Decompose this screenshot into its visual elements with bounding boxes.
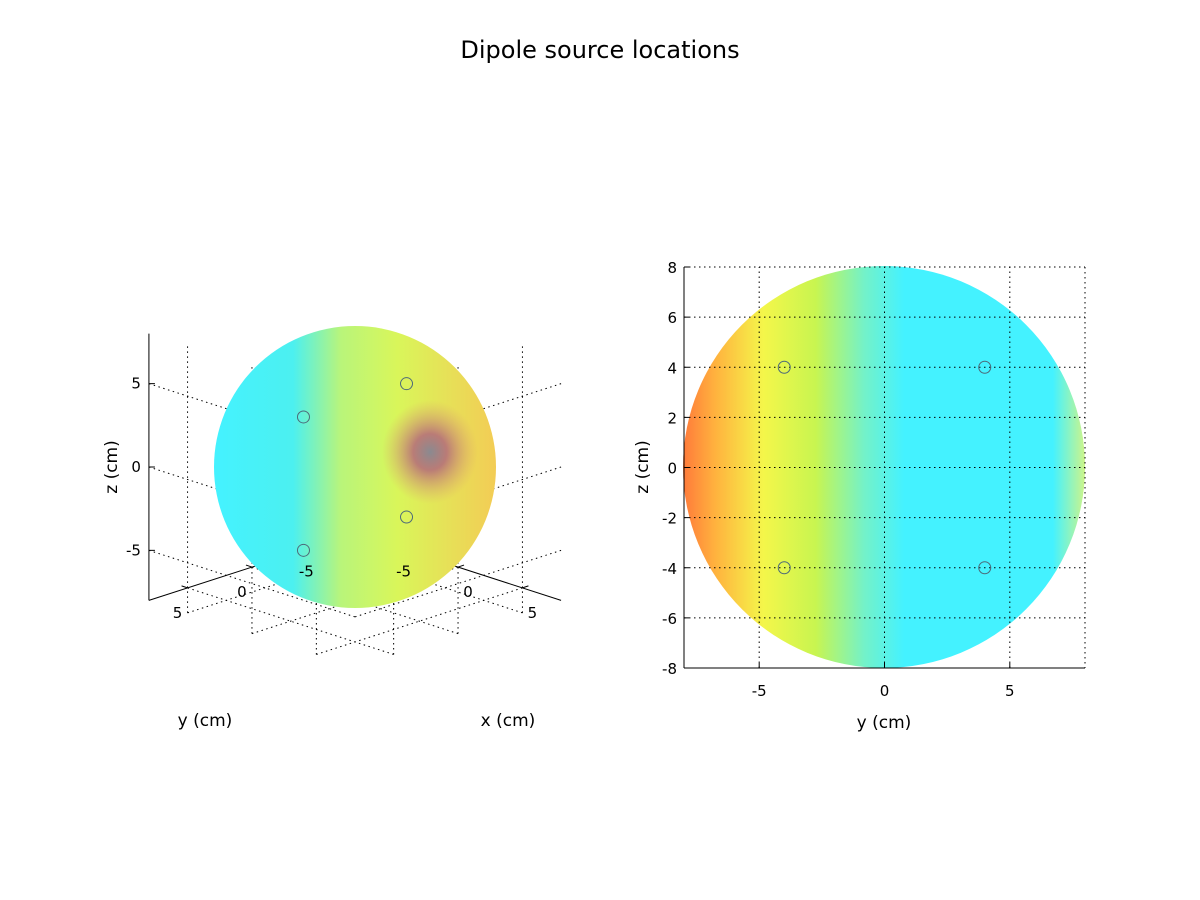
- y-tick-label-2d: -2: [662, 510, 677, 528]
- y-tick-label-2d: -8: [662, 660, 677, 678]
- tick-labels-3d: -5 0 5 -5 0 5 -5 0 5: [126, 375, 537, 622]
- y-tick-3d: [245, 564, 253, 568]
- grid-line-3d: [316, 587, 523, 655]
- y-tick-label-2d: 2: [667, 409, 677, 427]
- axes-2d: -5 0 5 -8 -6 -4 -2 0 2 4 6 8 y (cm) z (cm): [633, 259, 1086, 733]
- tick-labels-2d: -5 0 5 -8 -6 -4 -2 0 2 4 6 8: [662, 259, 1015, 700]
- ylabel-2d: z (cm): [633, 440, 653, 494]
- y-tick-label-2d: 6: [667, 309, 677, 327]
- dipole-markers-3d: [296, 377, 414, 557]
- y-tick-label-2d: -4: [662, 560, 677, 578]
- y-tick-3d: [181, 585, 188, 589]
- x-tick-label-2d: 5: [1005, 682, 1015, 700]
- x-tick-label-2d: -5: [752, 682, 767, 700]
- y-tick-label-2d: 8: [667, 259, 677, 277]
- dipole-marker: [978, 360, 992, 374]
- dipole-marker: [296, 543, 310, 557]
- y-tick-label-2d: 0: [667, 460, 677, 478]
- dipole-marker: [777, 561, 791, 575]
- dipole-marker: [400, 510, 414, 524]
- y-tick-label-3d: 5: [173, 604, 183, 622]
- grid-line-3d: [187, 587, 394, 655]
- x-tick-3d: [457, 564, 465, 568]
- dipole-marker: [296, 410, 310, 424]
- x-tick-3d: [522, 585, 529, 589]
- z-tick-label-3d: 5: [131, 375, 141, 393]
- grid-line-3d: [354, 549, 562, 618]
- dipole-marker: [978, 561, 992, 575]
- z-tick-label-3d: -5: [126, 541, 141, 559]
- axis-lines-2d: [683, 266, 1085, 669]
- sphere-surface: [214, 326, 496, 608]
- xlabel-2d: y (cm): [857, 713, 912, 733]
- z-tick-label-3d: 0: [131, 458, 141, 476]
- xlabel-3d: x (cm): [481, 711, 536, 731]
- dipole-marker: [777, 360, 791, 374]
- y-tick-label-2d: -6: [662, 610, 677, 628]
- x-tick-label-2d: 0: [880, 682, 890, 700]
- zlabel-3d: z (cm): [102, 440, 122, 494]
- dipole-markers-2d: [777, 360, 992, 575]
- figure-title: Dipole source locations: [460, 36, 739, 64]
- ylabel-3d: y (cm): [178, 711, 233, 731]
- x-tick-label-3d: 5: [528, 604, 538, 622]
- x-tick-label-3d: -5: [396, 562, 411, 580]
- x-tick-label-3d: 0: [463, 583, 473, 601]
- y-tick-label-3d: -5: [299, 562, 314, 580]
- y-tick-label-3d: 0: [237, 583, 247, 601]
- grid-line-3d: [148, 549, 356, 618]
- dipole-marker: [400, 377, 414, 391]
- y-tick-label-2d: 4: [667, 359, 677, 377]
- axes-3d: -5 0 5 -5 0 5 -5 0 5 z (cm) y (cm) x (cm): [102, 326, 562, 731]
